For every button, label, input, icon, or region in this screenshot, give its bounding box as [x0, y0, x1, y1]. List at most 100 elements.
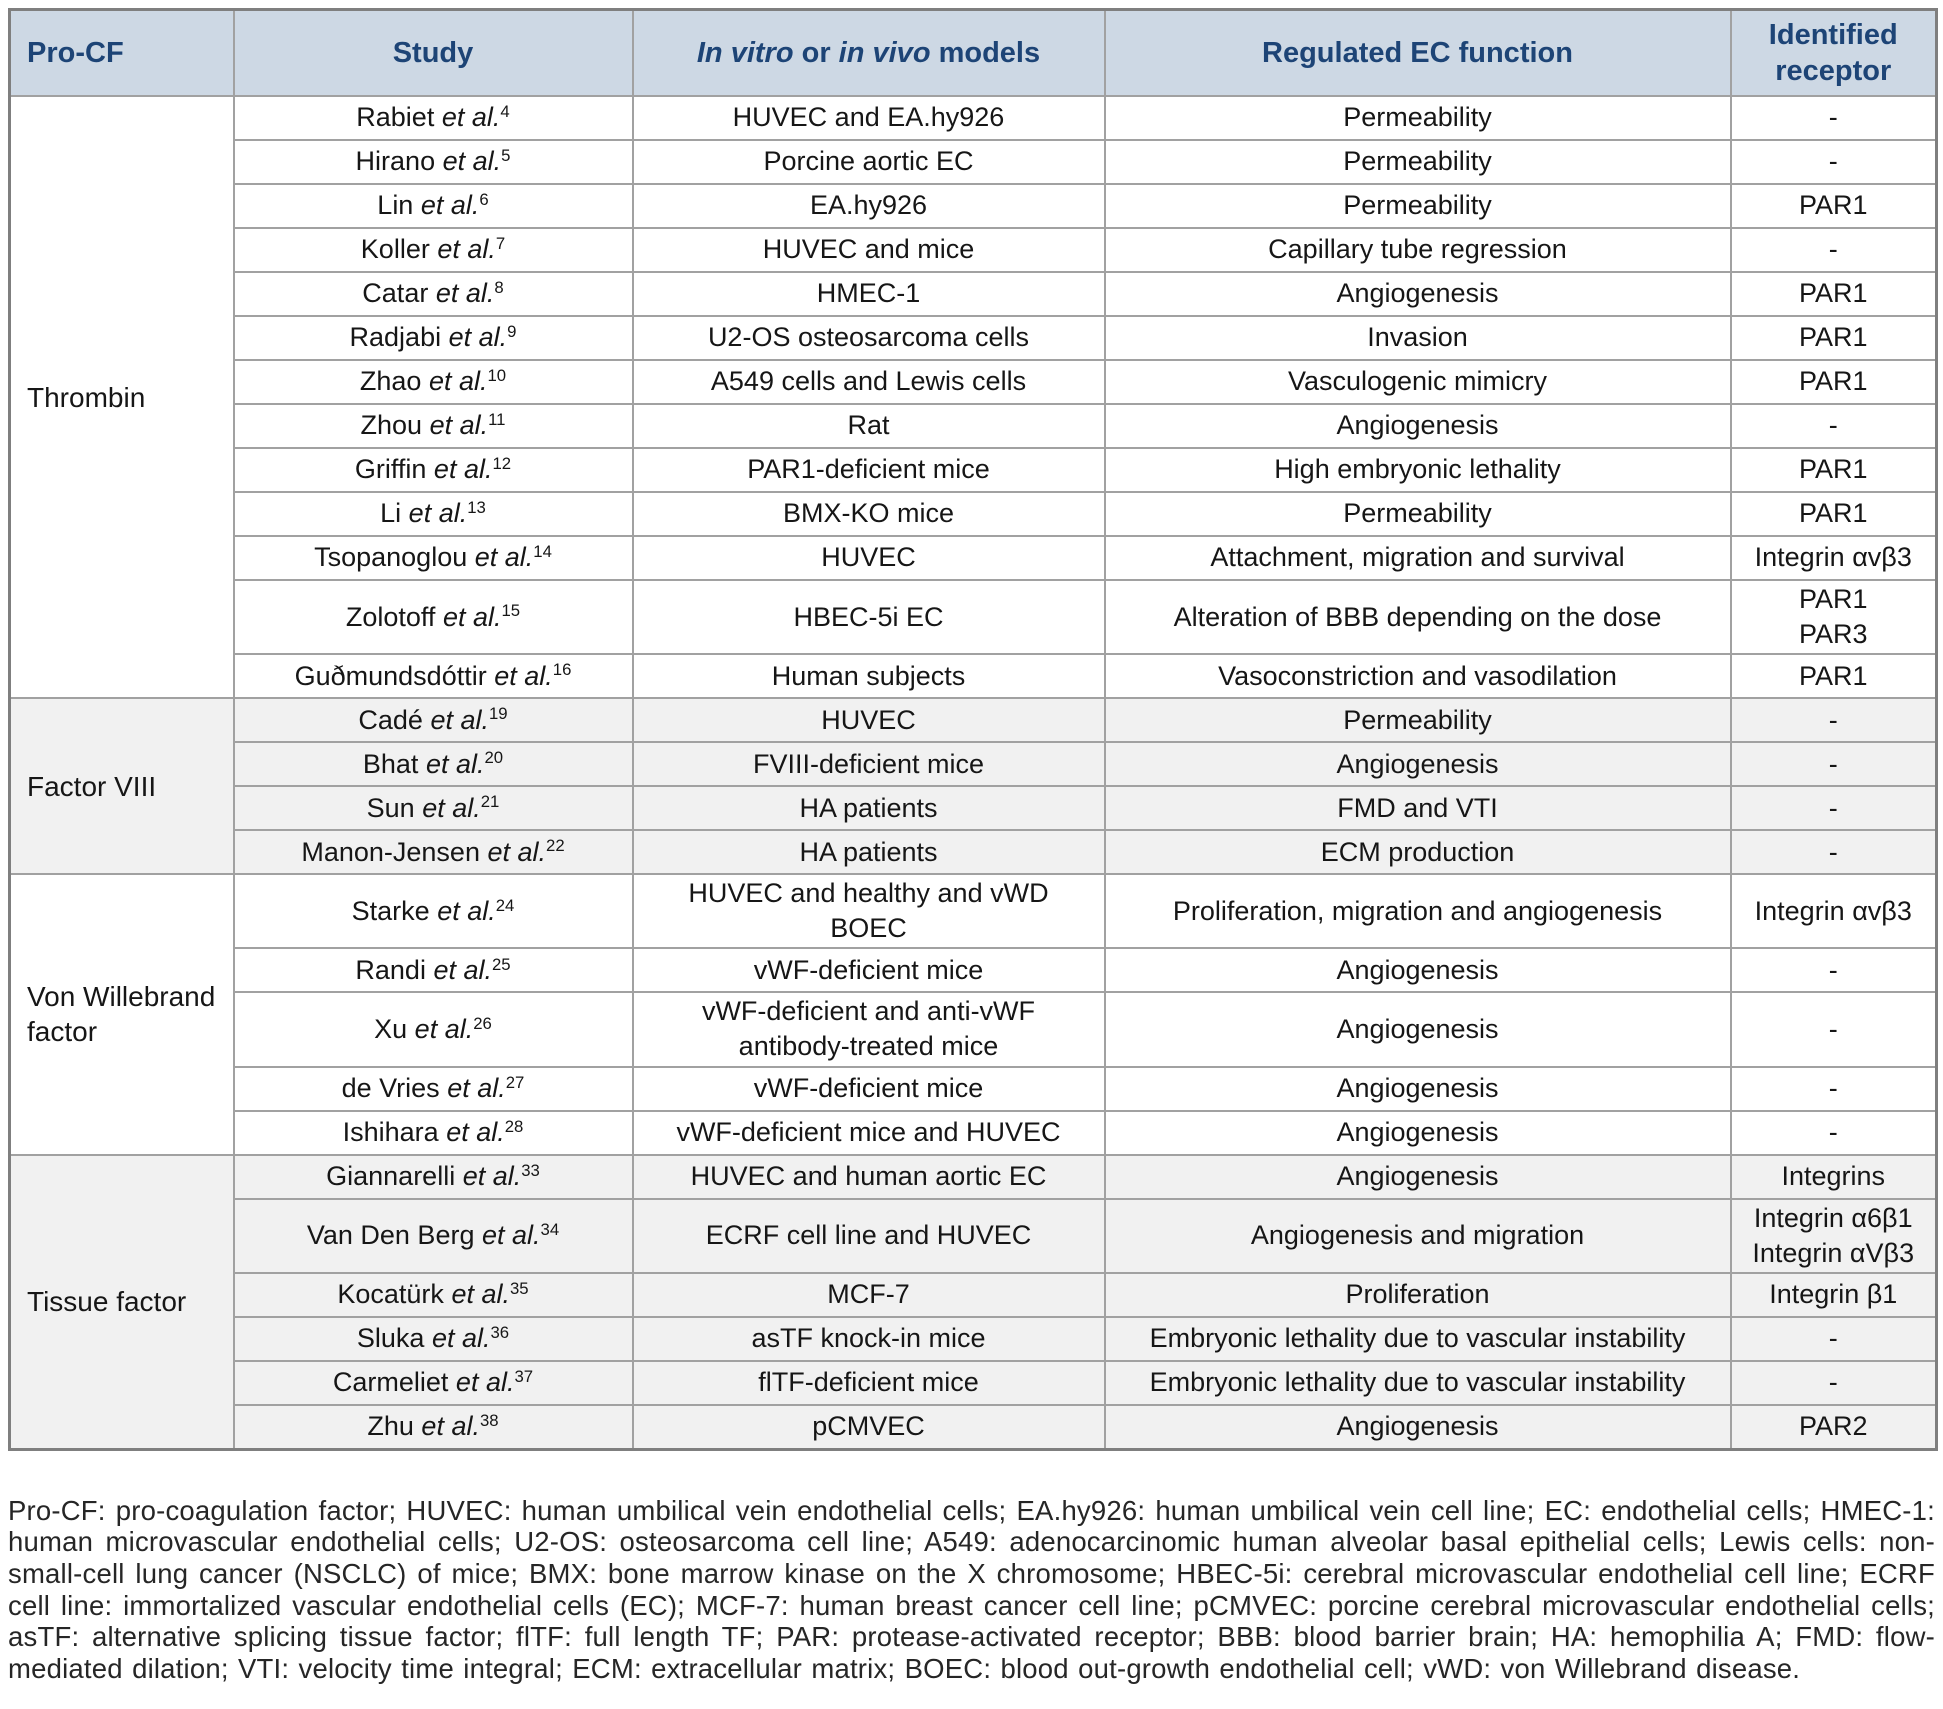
- receptor-cell: -: [1729, 1315, 1938, 1362]
- column-header-receptor: Identified receptor: [1729, 8, 1938, 97]
- study-etal: et al.: [433, 454, 493, 485]
- model-cell: vWF-deficient mice: [631, 1065, 1106, 1112]
- study-reference-number: 38: [479, 1411, 499, 1430]
- study-etal: et al.: [414, 1013, 474, 1044]
- table-row: Carmeliet et al.37 flTF-deficient mice Emb…: [10, 1359, 1938, 1406]
- model-cell: Porcine aortic EC: [631, 139, 1106, 185]
- receptor-cell: Integrin α6β1 Integrin αVβ3: [1729, 1197, 1938, 1274]
- model-cell: HUVEC: [631, 697, 1106, 744]
- table-row: Randi et al.25 vWF-deficient mice Angiogen…: [10, 947, 1938, 994]
- table-row: Van Den Berg et al.34 ECRF cell line and …: [10, 1197, 1938, 1274]
- pro-cf-group-label: Thrombin: [8, 94, 235, 700]
- study-author: Tsopanoglou: [314, 542, 475, 573]
- function-cell: Angiogenesis: [1103, 1065, 1732, 1112]
- study-reference-number: 6: [479, 190, 489, 210]
- study-etal: et al.: [446, 1117, 505, 1148]
- function-cell: Permeability: [1103, 183, 1732, 229]
- study-reference-number: 25: [491, 954, 511, 974]
- study-etal: et al.: [408, 498, 468, 529]
- table-row: Tissue factor Giannarelli et al.33 HUVEC a…: [8, 1153, 1938, 1451]
- receptor-cell: PAR1: [1729, 653, 1938, 700]
- study-reference-number: 27: [505, 1072, 525, 1092]
- table-row: Zhu et al.38 pCMVEC Angiogenesis PAR2: [10, 1403, 1938, 1451]
- study-author: Hirano: [355, 146, 443, 177]
- receptor-cell: -: [1729, 947, 1938, 994]
- function-cell: Permeability: [1103, 491, 1732, 537]
- study-etal: et al.: [442, 146, 502, 177]
- study-cell: Griffin et al.12: [232, 447, 634, 493]
- function-cell: Invasion: [1103, 315, 1732, 361]
- study-cell: Zhu et al.38: [232, 1403, 634, 1451]
- function-cell: Vasculogenic mimicry: [1103, 359, 1732, 405]
- study-etal: et al.: [494, 660, 553, 691]
- function-cell: Angiogenesis: [1103, 741, 1732, 788]
- model-cell: MCF-7: [631, 1271, 1106, 1318]
- study-reference-number: 10: [487, 366, 507, 386]
- table-footnote: Pro-CF: pro-coagulation factor; HUVEC: h…: [8, 1494, 1935, 1684]
- study-author: Kocatürk: [337, 1279, 452, 1310]
- function-cell: Vasoconstriction and vasodilation: [1103, 653, 1732, 700]
- study-reference-number: 15: [501, 601, 521, 621]
- model-cell: BMX-KO mice: [631, 491, 1106, 537]
- function-cell: FMD and VTI: [1103, 785, 1732, 832]
- pro-cf-group-label: Von Willebrand factor: [8, 873, 235, 1156]
- table-body: Thrombin Rabiet et al.4 HUVEC and EA.hy926…: [8, 94, 1938, 1451]
- study-cell: Randi et al.25: [232, 947, 634, 994]
- function-cell: Permeability: [1103, 697, 1732, 744]
- study-etal: et al.: [442, 601, 502, 632]
- model-cell: ECRF cell line and HUVEC: [631, 1197, 1106, 1274]
- study-cell: Zolotoff et al.15: [232, 578, 634, 656]
- model-cell: U2-OS osteosarcoma cells: [631, 315, 1106, 361]
- study-reference-number: 19: [488, 704, 508, 724]
- model-cell: vWF-deficient mice: [631, 947, 1106, 994]
- model-cell: asTF knock-in mice: [631, 1315, 1106, 1362]
- study-cell: Starke et al.24: [232, 873, 634, 950]
- study-cell: Lin et al.6: [232, 183, 634, 229]
- receptor-cell: PAR1: [1729, 271, 1938, 317]
- function-cell: Angiogenesis: [1103, 1109, 1732, 1156]
- study-etal: et al.: [448, 322, 508, 353]
- receptor-cell: -: [1729, 227, 1938, 273]
- model-cell: EA.hy926: [631, 183, 1106, 229]
- study-reference-number: 22: [546, 836, 565, 856]
- receptor-cell: Integrin β1: [1729, 1271, 1938, 1318]
- model-cell: PAR1-deficient mice: [631, 447, 1106, 493]
- function-cell: Attachment, migration and survival: [1103, 535, 1732, 581]
- study-author: Guðmundsdóttir: [294, 660, 495, 691]
- function-cell: Alteration of BBB depending on the dose: [1103, 578, 1732, 656]
- coagulation-factors-table: Pro-CF Study In vitro or in vivo models …: [8, 8, 1938, 1451]
- model-cell: flTF-deficient mice: [631, 1359, 1106, 1406]
- study-author: Starke: [351, 895, 438, 926]
- model-cell: HBEC-5i EC: [631, 578, 1106, 656]
- study-cell: Giannarelli et al.33: [232, 1153, 634, 1200]
- study-cell: Kocatürk et al.35: [232, 1271, 634, 1318]
- receptor-cell: -: [1729, 139, 1938, 185]
- table-row: Bhat et al.20 FVIII-deficient mice Angioge…: [10, 741, 1938, 788]
- function-cell: Permeability: [1103, 95, 1732, 141]
- pro-cf-group-label: Tissue factor: [8, 1153, 235, 1451]
- study-etal: et al.: [435, 278, 495, 309]
- study-author: de Vries: [341, 1073, 448, 1104]
- study-author: Griffin: [354, 454, 434, 485]
- receptor-cell: PAR1: [1729, 315, 1938, 361]
- table-row: Tsopanoglou et al.14 HUVEC Attachment, mig…: [10, 535, 1938, 581]
- study-etal: et al.: [421, 1411, 480, 1442]
- receptor-cell: -: [1729, 1065, 1938, 1112]
- models-header-or: or: [793, 36, 839, 69]
- table-row: Koller et al.7 HUVEC and mice Capillary tu…: [10, 227, 1938, 273]
- study-reference-number: 35: [509, 1279, 529, 1298]
- study-etal: et al.: [422, 792, 481, 823]
- study-reference-number: 11: [488, 410, 506, 430]
- study-etal: et al.: [447, 1073, 506, 1104]
- study-author: Rabiet: [356, 102, 442, 133]
- model-cell: HUVEC and mice: [631, 227, 1106, 273]
- function-cell: Embryonic lethality due to vascular inst…: [1103, 1315, 1732, 1362]
- study-author: Manon-Jensen: [301, 836, 488, 867]
- model-cell: HA patients: [631, 785, 1106, 832]
- receptor-cell: PAR1: [1729, 183, 1938, 229]
- receptor-cell: Integrins: [1729, 1153, 1938, 1200]
- model-cell: HA patients: [631, 829, 1106, 876]
- table-row: Factor VIII Cadé et al.19 HUVEC Permeabilit…: [8, 697, 1938, 876]
- study-reference-number: 37: [514, 1367, 534, 1386]
- table-row: Xu et al.26 vWF-deficient and anti-vWF an…: [10, 991, 1938, 1068]
